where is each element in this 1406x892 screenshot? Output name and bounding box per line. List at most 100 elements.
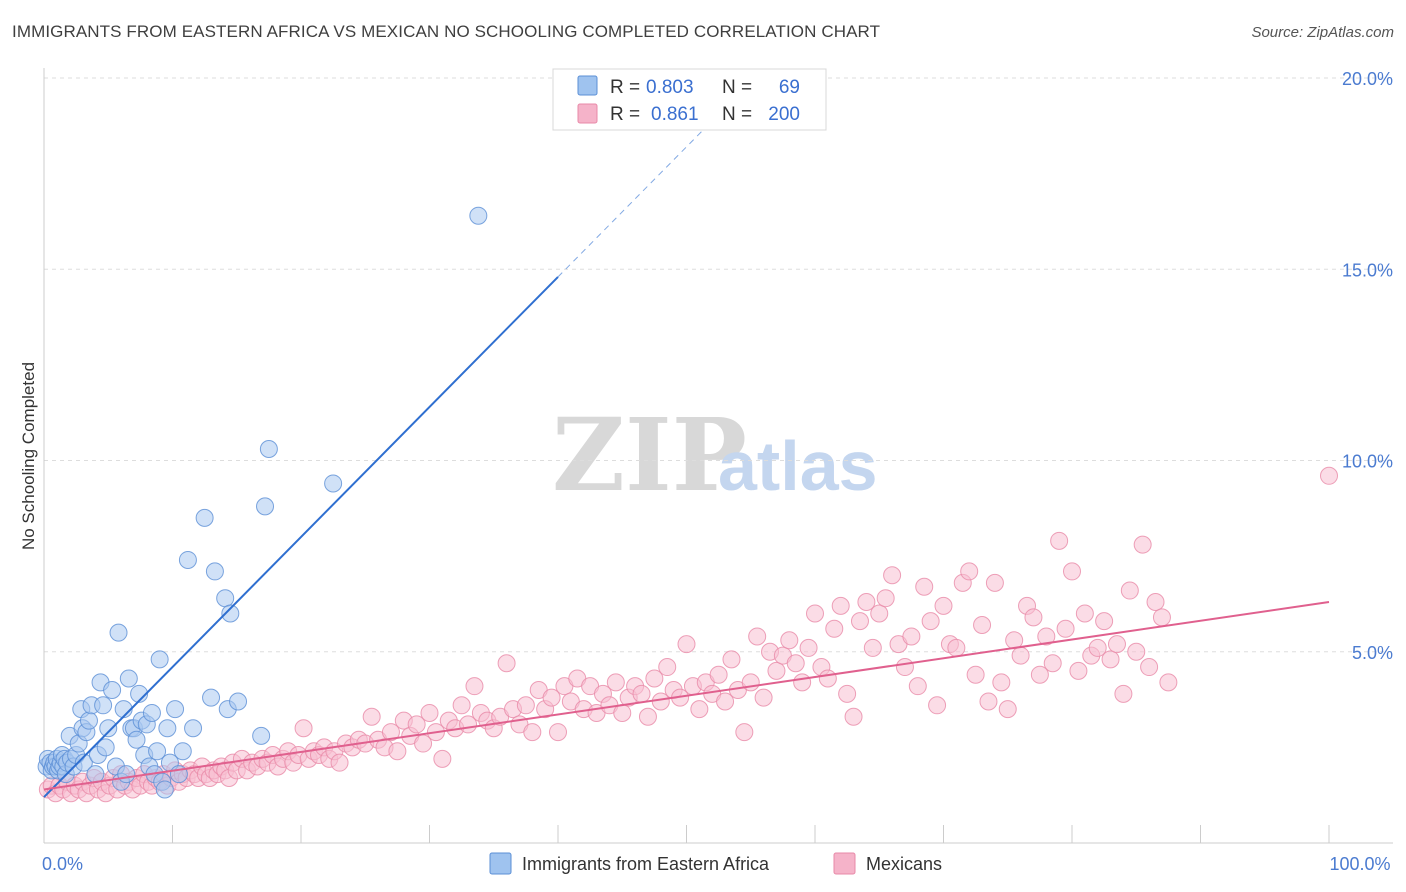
eastern-africa-point-63 bbox=[205, 562, 224, 581]
legend-r-label-pink: R = bbox=[610, 104, 640, 125]
y-tick-label-3: 20.0% bbox=[1342, 69, 1393, 89]
eastern-africa-point-23 bbox=[74, 753, 93, 772]
y-tick-labels: 5.0% 10.0% 15.0% 20.0% bbox=[1342, 69, 1393, 663]
eastern-africa-point-71 bbox=[324, 474, 343, 493]
mexicans-point-194 bbox=[1133, 535, 1152, 554]
watermark-atlas: atlas bbox=[718, 427, 878, 505]
mexicans-point-132 bbox=[735, 723, 754, 742]
legend-r-value-pink: 0.861 bbox=[651, 104, 699, 125]
mexicans-point-183 bbox=[1063, 562, 1081, 581]
mexicans-point-146 bbox=[825, 619, 844, 638]
mexicans-points bbox=[38, 466, 1338, 803]
eastern-africa-point-51 bbox=[150, 650, 169, 669]
mexicans-point-83 bbox=[420, 703, 439, 722]
mexicans-point-113 bbox=[613, 703, 632, 722]
mexicans-point-128 bbox=[709, 665, 728, 684]
mexicans-point-129 bbox=[716, 692, 735, 711]
mexicans-point-147 bbox=[831, 596, 850, 615]
mexicans-point-90 bbox=[465, 677, 484, 696]
eastern-africa-point-39 bbox=[119, 669, 138, 688]
eastern-africa-point-72 bbox=[469, 206, 488, 225]
mexicans-point-193 bbox=[1127, 642, 1146, 661]
mexicans-point-135 bbox=[754, 688, 773, 707]
mexicans-point-178 bbox=[1030, 665, 1049, 684]
x-tick-label-1: 100.0% bbox=[1329, 854, 1390, 874]
mexicans-point-88 bbox=[452, 696, 471, 715]
mexicans-point-98 bbox=[516, 696, 535, 715]
correlation-legend: R = 0.803 N = 69 R = 0.861 N = 200 bbox=[552, 68, 827, 131]
mexicans-point-182 bbox=[1056, 619, 1075, 638]
mexicans-point-81 bbox=[407, 715, 426, 734]
mexicans-point-191 bbox=[1114, 684, 1133, 703]
eastern-africa-point-67 bbox=[229, 692, 248, 711]
mexicans-point-172 bbox=[992, 673, 1011, 692]
mexicans-point-77 bbox=[381, 723, 400, 742]
eastern-africa-trend-extension bbox=[557, 120, 713, 278]
mexicans-point-103 bbox=[549, 723, 567, 742]
eastern-africa-point-32 bbox=[99, 719, 118, 738]
legend-swatch-pink bbox=[577, 103, 598, 124]
eastern-africa-point-33 bbox=[103, 681, 122, 699]
mexicans-point-78 bbox=[388, 742, 407, 761]
legend-n-value-pink: 200 bbox=[768, 104, 800, 125]
mexicans-point-185 bbox=[1075, 604, 1094, 623]
mexicans-point-169 bbox=[973, 615, 992, 634]
y-axis-label: No Schooling Completed bbox=[19, 362, 38, 550]
mexicans-point-165 bbox=[947, 638, 966, 657]
series-legend: Immigrants from Eastern Africa Mexicans bbox=[489, 852, 942, 875]
mexicans-point-152 bbox=[863, 638, 882, 657]
mexicans-point-167 bbox=[960, 562, 979, 581]
mexicans-trend-line bbox=[43, 601, 1330, 791]
legend-swatch-blue bbox=[577, 75, 598, 96]
chart-title: IMMIGRANTS FROM EASTERN AFRICA VS MEXICA… bbox=[12, 22, 881, 41]
eastern-africa-point-62 bbox=[202, 688, 221, 707]
eastern-africa-point-68 bbox=[252, 726, 271, 745]
legend-n-label-pink: N = bbox=[722, 104, 752, 125]
mexicans-point-134 bbox=[748, 627, 767, 646]
x-tick-labels: 0.0% 100.0% bbox=[42, 854, 1391, 874]
mexicans-point-199 bbox=[1320, 466, 1338, 485]
mexicans-point-159 bbox=[908, 677, 927, 696]
y-tick-label-1: 10.0% bbox=[1342, 452, 1393, 472]
mexicans-point-118 bbox=[645, 669, 664, 688]
x-tick-label-0: 0.0% bbox=[42, 854, 83, 874]
legend-n-label-blue: N = bbox=[722, 77, 752, 98]
y-tick-label-2: 15.0% bbox=[1342, 260, 1393, 280]
mexicans-point-160 bbox=[915, 577, 934, 596]
eastern-africa-point-30 bbox=[94, 696, 113, 715]
axes bbox=[43, 68, 1393, 844]
mexicans-point-123 bbox=[677, 635, 696, 654]
mexicans-point-162 bbox=[928, 696, 947, 715]
mexicans-point-171 bbox=[985, 573, 1004, 592]
eastern-africa-point-69 bbox=[256, 497, 275, 516]
mexicans-point-180 bbox=[1043, 654, 1062, 673]
mexicans-point-188 bbox=[1095, 612, 1114, 631]
mexicans-point-62 bbox=[294, 719, 313, 738]
mexicans-point-140 bbox=[786, 654, 805, 673]
mexicans-point-189 bbox=[1101, 650, 1120, 669]
eastern-africa-points bbox=[37, 206, 488, 799]
mexicans-point-155 bbox=[883, 566, 902, 585]
mexicans-point-95 bbox=[497, 654, 516, 673]
mexicans-point-142 bbox=[799, 638, 818, 657]
mexicans-point-145 bbox=[818, 669, 837, 688]
mexicans-point-192 bbox=[1120, 581, 1139, 600]
mexicans-point-141 bbox=[793, 673, 812, 692]
eastern-africa-point-61 bbox=[195, 508, 214, 527]
watermark-zip: ZIP bbox=[552, 396, 747, 514]
mexicans-point-158 bbox=[902, 627, 921, 646]
mexicans-point-102 bbox=[542, 688, 561, 707]
mexicans-point-195 bbox=[1140, 658, 1159, 677]
legend-label-eastern-africa: Immigrants from Eastern Africa bbox=[522, 854, 770, 874]
mexicans-point-190 bbox=[1107, 635, 1126, 654]
mexicans-point-163 bbox=[934, 596, 953, 615]
mexicans-point-197 bbox=[1152, 608, 1171, 627]
mexicans-point-153 bbox=[870, 604, 889, 623]
eastern-africa-point-53 bbox=[155, 780, 174, 799]
legend-label-mexicans: Mexicans bbox=[866, 854, 942, 874]
eastern-africa-point-54 bbox=[158, 719, 177, 738]
mexicans-point-112 bbox=[606, 673, 625, 692]
mexicans-point-125 bbox=[690, 700, 709, 719]
trend-lines bbox=[43, 120, 1330, 798]
